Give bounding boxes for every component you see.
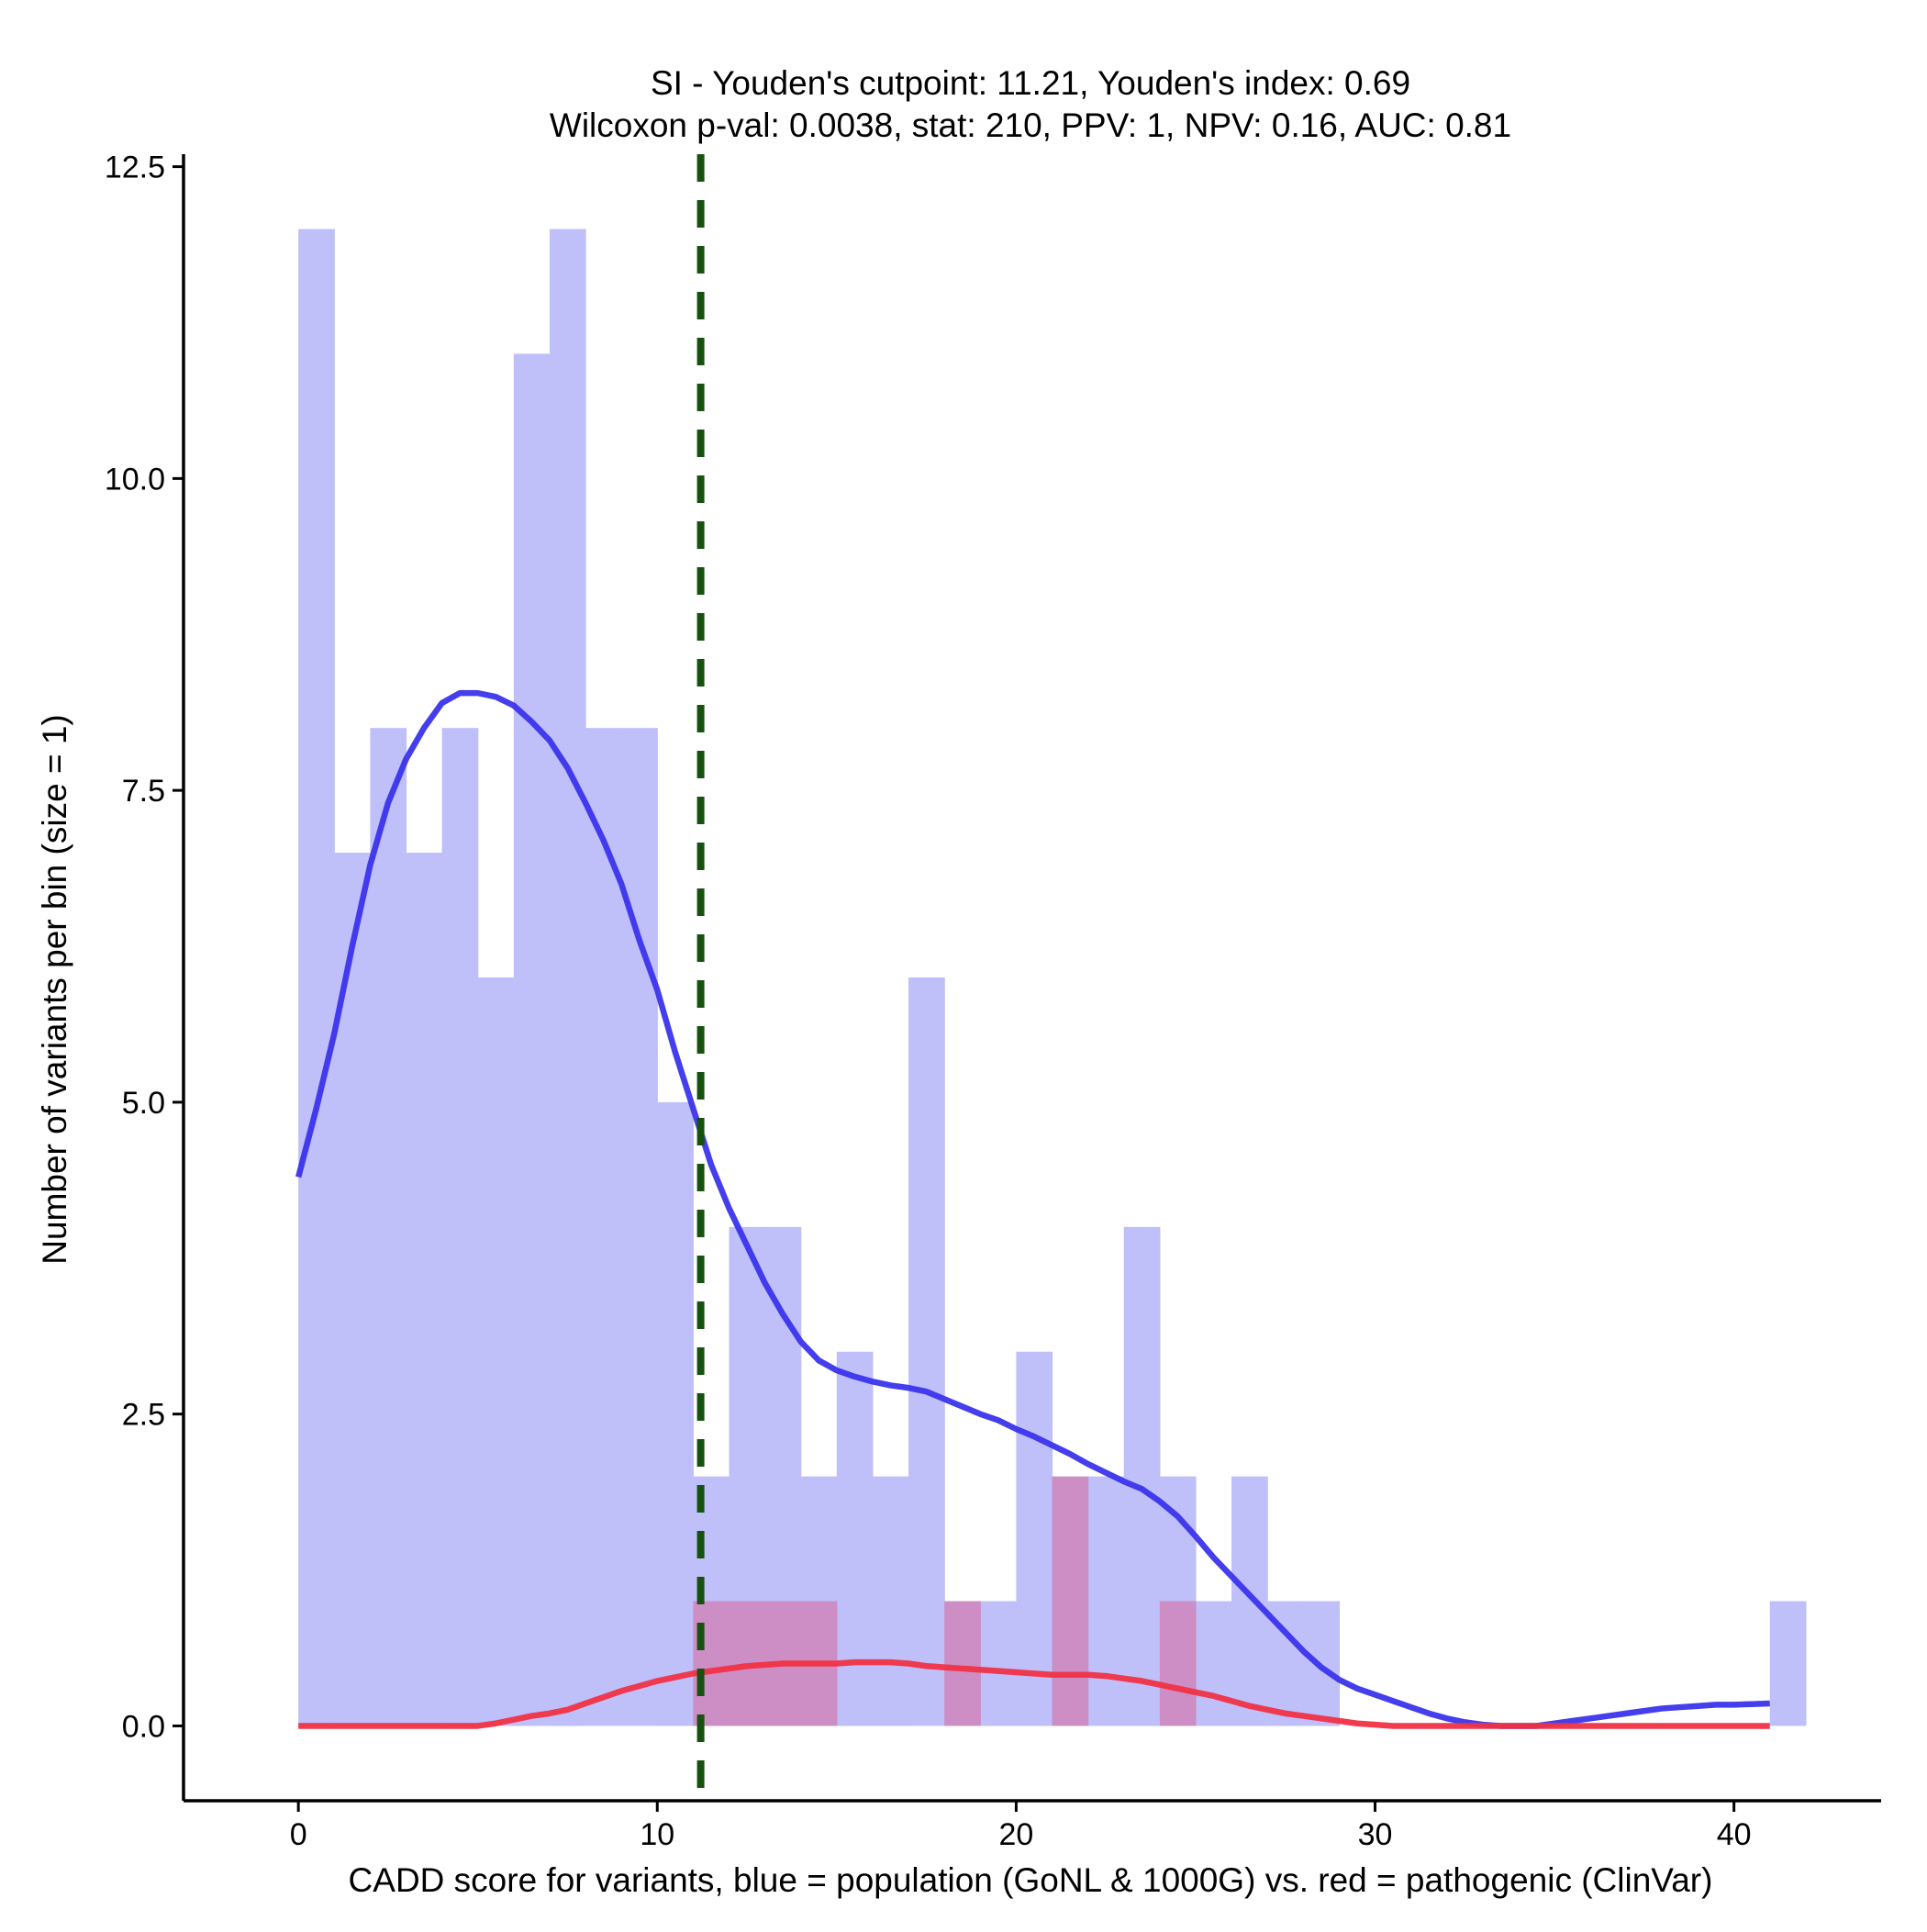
population-bar-0 (298, 229, 335, 1726)
x-tick-label-30: 30 (1358, 1817, 1393, 1852)
y-axis-label: Number of variants per bin (size = 1) (36, 714, 73, 1264)
population-bar-41 (1769, 1601, 1807, 1726)
population-bar-4 (441, 728, 479, 1726)
population-bar-3 (406, 853, 443, 1726)
pathogenic-bar-21 (1052, 1476, 1089, 1726)
x-tick-label-10: 10 (640, 1817, 674, 1852)
population-bar-6 (513, 353, 551, 1726)
pathogenic-density-line (298, 1658, 1770, 1729)
y-tick-label-0: 0.0 (122, 1709, 165, 1744)
population-bar-20 (1016, 1351, 1053, 1726)
population-bar-9 (621, 728, 658, 1726)
population-bar-19 (980, 1601, 1017, 1726)
population-bar-15 (836, 1351, 874, 1726)
x-tick-label-20: 20 (998, 1817, 1033, 1852)
population-bar-2 (370, 728, 407, 1726)
x-tick-label-40: 40 (1717, 1817, 1752, 1852)
population-bar-16 (872, 1476, 909, 1726)
chart-subtitle: Wilcoxon p-val: 0.0038, stat: 210, PPV: … (550, 106, 1511, 144)
y-tick-label-7.5: 7.5 (122, 774, 165, 809)
population-bar-23 (1123, 1226, 1161, 1726)
pathogenic-bar-18 (944, 1601, 981, 1726)
axes: 0 10 20 30 40 0.0 2.5 5.0 7.5 10.0 12.5 (105, 151, 1881, 1852)
y-tick-label-5: 5.0 (122, 1086, 165, 1121)
y-tick-label-12.5: 12.5 (105, 151, 165, 185)
pathogenic-bar-24 (1159, 1601, 1197, 1726)
x-axis-label: CADD score for variants, blue = populati… (349, 1861, 1713, 1899)
population-bar-1 (334, 853, 371, 1726)
population-bar-10 (657, 1101, 694, 1726)
population-bar-7 (549, 229, 586, 1726)
population-bar-25 (1195, 1601, 1232, 1726)
population-bar-22 (1087, 1476, 1125, 1726)
y-tick-label-2.5: 2.5 (122, 1398, 165, 1433)
density-lines (295, 689, 1770, 1729)
x-tick-label-0: 0 (290, 1817, 307, 1852)
y-tick-label-10: 10.0 (105, 462, 165, 497)
population-bar-17 (908, 977, 945, 1726)
pathogenic-bar-11 (693, 1601, 730, 1726)
population-bar-8 (585, 728, 622, 1726)
chart-title: SI - Youden's cutpoint: 11.21, Youden's … (651, 64, 1410, 102)
population-bar-26 (1231, 1476, 1268, 1726)
population-bar-5 (477, 977, 515, 1726)
